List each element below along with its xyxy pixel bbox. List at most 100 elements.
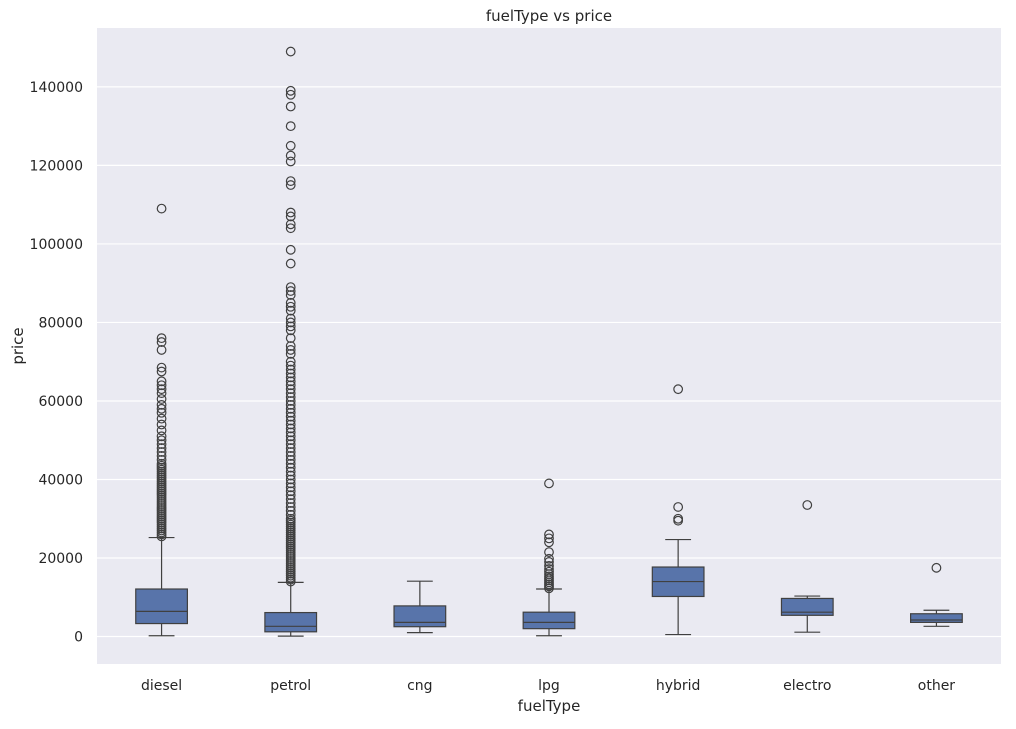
y-tick-label: 80000 <box>38 315 83 331</box>
outlier-point <box>802 500 813 510</box>
outlier-point <box>544 557 554 567</box>
x-tick-label: petrol <box>270 678 311 694</box>
outlier-point <box>156 435 167 446</box>
outlier-point <box>285 399 296 410</box>
box-iqr <box>780 597 834 616</box>
outlier-point <box>285 427 296 438</box>
outlier-point <box>673 502 684 512</box>
outlier-point <box>156 394 167 404</box>
outlier-point <box>285 384 296 395</box>
outlier-point <box>285 325 296 336</box>
outlier-point <box>156 413 167 424</box>
outlier-point <box>156 366 167 377</box>
outlier-point <box>156 376 167 387</box>
outlier-point <box>285 348 296 359</box>
outlier-point <box>285 396 296 406</box>
outlier-point <box>156 333 167 344</box>
y-tick-label: 140000 <box>30 80 83 96</box>
outlier-point <box>285 368 296 379</box>
outlier-point <box>285 376 296 387</box>
outlier-point <box>285 451 296 461</box>
outlier-point <box>285 176 296 187</box>
outlier-point <box>285 286 296 296</box>
outlier-point <box>544 571 554 582</box>
outlier-point <box>285 458 296 469</box>
outlier-point <box>285 388 296 399</box>
outlier-point <box>156 439 167 450</box>
box-petrol <box>264 46 318 637</box>
outlier-point <box>285 435 296 446</box>
y-tick-labels: 0 20000 40000 60000 80000 100000 120000 140000 <box>30 80 83 646</box>
outlier-point <box>544 529 554 540</box>
box-iqr <box>264 611 318 633</box>
outlier-point <box>156 403 167 414</box>
outlier-point <box>285 46 296 57</box>
outlier-point <box>285 290 296 300</box>
outlier-point <box>156 407 167 418</box>
outlier-point <box>156 447 167 457</box>
outlier-point <box>285 333 296 344</box>
outlier-point <box>285 509 296 520</box>
x-tick-label: other <box>918 678 956 694</box>
outlier-point <box>544 478 554 489</box>
outlier-point <box>156 399 167 410</box>
outlier-point <box>156 388 167 399</box>
outlier-point <box>931 562 942 573</box>
outlier-point <box>285 150 296 161</box>
outlier-point <box>285 321 296 332</box>
outlier-point <box>544 566 554 577</box>
box-diesel <box>135 203 189 637</box>
outlier-point <box>285 313 296 324</box>
outlier-point <box>156 419 167 430</box>
outlier-point <box>285 447 296 457</box>
y-tick-label: 0 <box>74 630 83 646</box>
outlier-point <box>285 121 296 132</box>
x-tick-label: cng <box>407 678 432 694</box>
outlier-point <box>156 380 167 391</box>
outlier-point <box>156 203 167 214</box>
outlier-point <box>285 180 296 190</box>
box-iqr <box>135 588 189 625</box>
x-tick-label: electro <box>783 678 831 694</box>
outlier-point <box>156 458 167 469</box>
y-tick-label: 40000 <box>38 472 83 488</box>
outlier-point <box>285 301 296 312</box>
outlier-point <box>285 474 296 485</box>
outlier-point <box>285 207 296 218</box>
outlier-point <box>285 85 296 96</box>
outlier-point <box>285 364 296 375</box>
outlier-point <box>285 486 296 497</box>
outlier-point <box>156 345 167 355</box>
outlier-point <box>285 502 296 512</box>
outlier-point <box>285 415 296 426</box>
outlier-point <box>544 560 554 571</box>
outlier-point <box>285 439 296 450</box>
outlier-point <box>673 513 684 524</box>
y-tick-label: 100000 <box>30 237 83 253</box>
outlier-point <box>156 443 167 453</box>
outlier-point <box>544 564 554 574</box>
outlier-point <box>156 431 167 442</box>
outlier-point <box>285 356 296 367</box>
outlier-point <box>285 211 296 222</box>
box-iqr <box>393 605 447 628</box>
outlier-point <box>285 360 296 371</box>
y-tick-label: 60000 <box>38 394 83 410</box>
box-other <box>909 562 963 627</box>
plot-background <box>97 28 1001 664</box>
outlier-point <box>285 411 296 422</box>
outlier-point <box>285 498 296 508</box>
outlier-point <box>285 372 296 383</box>
box-electro <box>780 500 834 633</box>
outlier-point <box>285 513 296 524</box>
outlier-point <box>285 223 296 234</box>
outlier-point <box>544 553 554 564</box>
outlier-point <box>156 451 167 461</box>
outlier-point <box>285 282 296 293</box>
outlier-point <box>285 466 296 477</box>
outlier-point <box>544 537 554 548</box>
box-iqr <box>522 611 576 630</box>
outlier-point <box>285 454 296 465</box>
outlier-point <box>285 345 296 355</box>
outlier-point <box>285 341 296 351</box>
